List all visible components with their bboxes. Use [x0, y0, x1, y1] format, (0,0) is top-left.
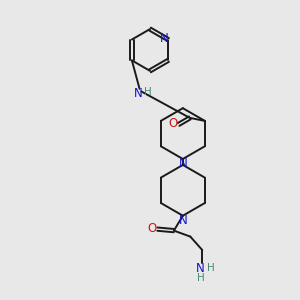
Text: N: N — [179, 157, 188, 170]
Text: O: O — [148, 222, 157, 235]
Text: O: O — [169, 117, 178, 130]
Text: N: N — [179, 214, 188, 227]
Text: N: N — [134, 87, 142, 100]
Text: N: N — [196, 262, 205, 275]
Text: H: H — [196, 273, 204, 283]
Text: H: H — [207, 263, 215, 273]
Text: H: H — [144, 87, 152, 97]
Text: N: N — [160, 32, 169, 45]
